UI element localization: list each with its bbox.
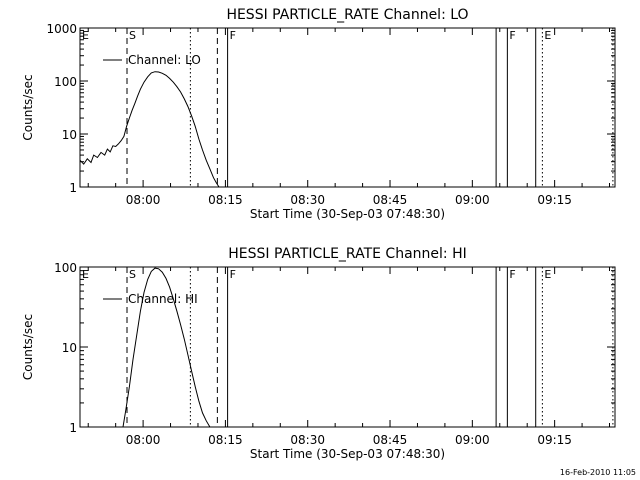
x-tick-label: 09:15 [537,433,572,447]
event-marker-label: E [544,268,551,281]
series-line [122,267,216,428]
x-tick-label: 08:45 [373,433,408,447]
event-marker-label: F [230,29,236,42]
event-marker-label: S [129,29,136,42]
x-tick-label: 08:15 [208,433,243,447]
event-marker-label: S [129,268,136,281]
x-tick-label: 09:00 [455,433,490,447]
chart-title: HESSI PARTICLE_RATE Channel: LO [226,7,468,23]
y-tick-label: 10 [62,128,77,142]
chart-title: HESSI PARTICLE_RATE Channel: HI [228,246,466,262]
legend-label: Channel: HI [128,292,198,306]
x-axis-label: Start Time (30-Sep-03 07:48:30) [250,207,445,221]
event-marker-label: E [544,29,551,42]
x-tick-label: 09:00 [455,193,490,207]
x-axis-label: Start Time (30-Sep-03 07:48:30) [250,447,445,461]
plot-frame [79,266,616,428]
x-tick-label: 08:15 [208,193,243,207]
plot-frame [79,27,616,188]
y-tick-label: 1000 [46,22,77,36]
y-tick-label: 1 [69,181,77,195]
y-tick-label: 100 [54,75,77,89]
x-tick-label: 09:15 [537,193,572,207]
x-tick-label: 08:45 [373,193,408,207]
series-line [79,71,224,188]
y-tick-label: 100 [54,261,77,275]
y-axis-label: Counts/sec [21,314,35,380]
chart-panel-lo: HESSI PARTICLE_RATE Channel: LO Start Ti… [21,7,616,221]
timestamp-stamp: 16-Feb-2010 11:05 [560,468,636,477]
chart-panel-hi: HESSI PARTICLE_RATE Channel: HI Start Ti… [21,246,616,461]
event-marker-label: F [509,29,515,42]
event-marker-label: F [509,268,515,281]
y-tick-label: 10 [62,341,77,355]
x-tick-label: 08:00 [126,193,161,207]
x-tick-label: 08:30 [290,193,325,207]
event-marker-label: E [82,29,89,42]
event-marker-label: E [82,268,89,281]
y-tick-label: 1 [69,421,77,435]
legend-label: Channel: LO [128,53,201,67]
y-axis-label: Counts/sec [21,74,35,140]
x-tick-label: 08:30 [290,433,325,447]
x-tick-label: 08:00 [126,433,161,447]
event-marker-label: F [230,268,236,281]
